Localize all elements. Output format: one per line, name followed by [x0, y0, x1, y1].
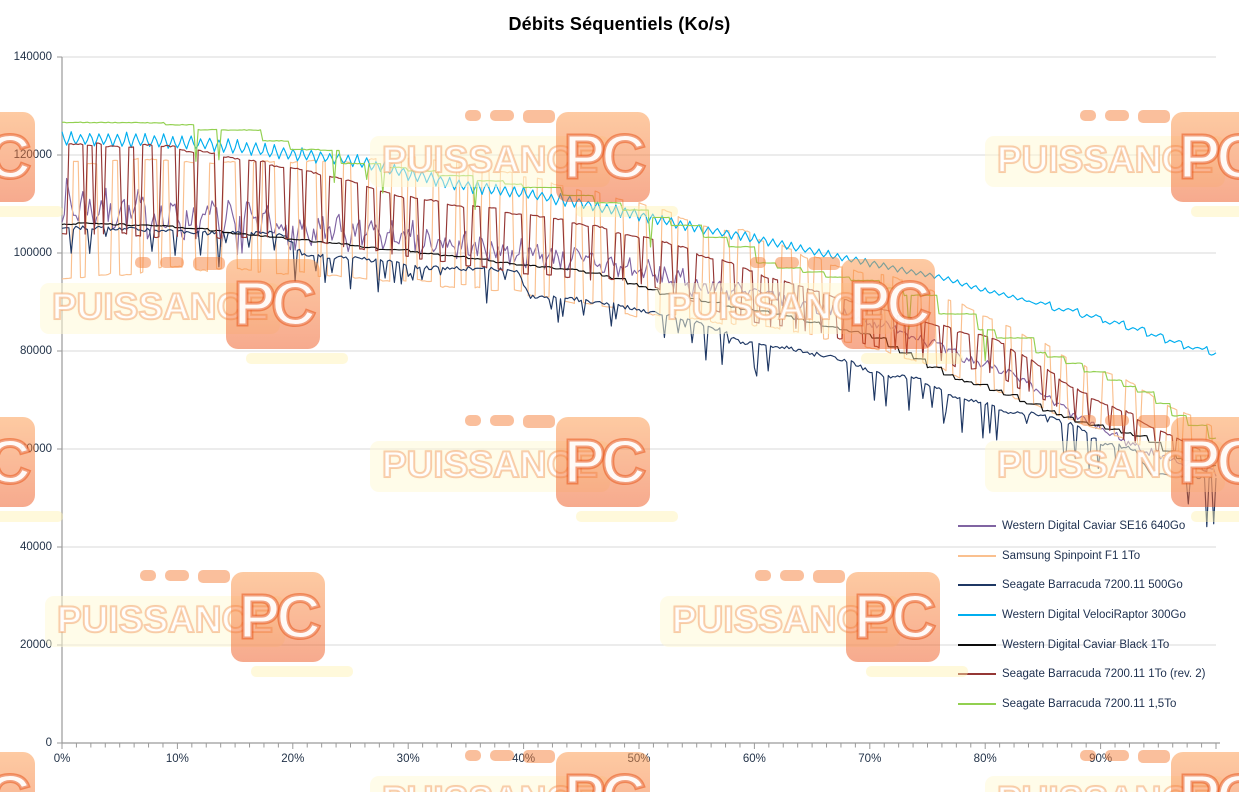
x-tick-label: 40% — [512, 753, 536, 765]
legend-line-swatch — [958, 524, 996, 527]
legend-item: Seagate Barracuda 7200.11 1,5To — [958, 689, 1206, 719]
x-tick-label: 20% — [281, 753, 305, 765]
legend-line-swatch — [958, 554, 996, 557]
series-line — [61, 156, 1217, 475]
x-tick-label: 30% — [396, 753, 420, 765]
series-line — [61, 131, 1217, 356]
x-tick-label: 90% — [1089, 753, 1113, 765]
legend-item: Seagate Barracuda 7200.11 1To (rev. 2) — [958, 659, 1206, 689]
legend-line-swatch — [958, 584, 996, 587]
y-tick-label: 0 — [45, 737, 52, 749]
series-line — [61, 177, 1217, 477]
legend-item: Western Digital VelociRaptor 300Go — [958, 600, 1206, 630]
x-tick-label: 50% — [627, 753, 651, 765]
x-tick-label: 80% — [973, 753, 997, 765]
legend-item: Samsung Spinpoint F1 1To — [958, 541, 1206, 571]
legend-line-swatch — [958, 673, 996, 676]
y-tick-label: 80000 — [20, 345, 52, 357]
y-tick-label: 20000 — [20, 639, 52, 651]
legend-label: Seagate Barracuda 7200.11 500Go — [1002, 579, 1183, 592]
y-tick-label: 40000 — [20, 541, 52, 553]
x-tick-label: 60% — [742, 753, 766, 765]
legend-label: Western Digital VelociRaptor 300Go — [1002, 608, 1186, 621]
legend-label: Samsung Spinpoint F1 1To — [1002, 549, 1141, 562]
series-line — [61, 222, 1217, 467]
legend-label: Western Digital Caviar SE16 640Go — [1002, 519, 1186, 532]
series-line — [61, 121, 1217, 440]
legend-item: Western Digital Caviar Black 1To — [958, 630, 1206, 660]
legend-item: Western Digital Caviar SE16 640Go — [958, 511, 1206, 541]
series-line — [61, 225, 1217, 528]
series-line — [61, 142, 1217, 473]
x-tick-label: 70% — [858, 753, 882, 765]
legend-item: Seagate Barracuda 7200.11 500Go — [958, 570, 1206, 600]
legend: Western Digital Caviar SE16 640Go Samsun… — [958, 511, 1206, 719]
legend-line-swatch — [958, 643, 996, 646]
legend-line-swatch — [958, 702, 996, 705]
legend-label: Seagate Barracuda 7200.11 1,5To — [1002, 697, 1177, 710]
y-tick-label: 120000 — [13, 149, 52, 161]
legend-label: Seagate Barracuda 7200.11 1To (rev. 2) — [1002, 668, 1206, 681]
legend-line-swatch — [958, 613, 996, 616]
x-tick-label: 0% — [53, 753, 71, 765]
y-tick-label: 140000 — [13, 51, 52, 63]
y-tick-label: 60000 — [20, 443, 52, 455]
legend-label: Western Digital Caviar Black 1To — [1002, 638, 1170, 651]
y-tick-label: 100000 — [13, 247, 52, 259]
x-tick-label: 10% — [165, 753, 189, 765]
chart-title: Débits Séquentiels (Ko/s) — [508, 14, 731, 34]
